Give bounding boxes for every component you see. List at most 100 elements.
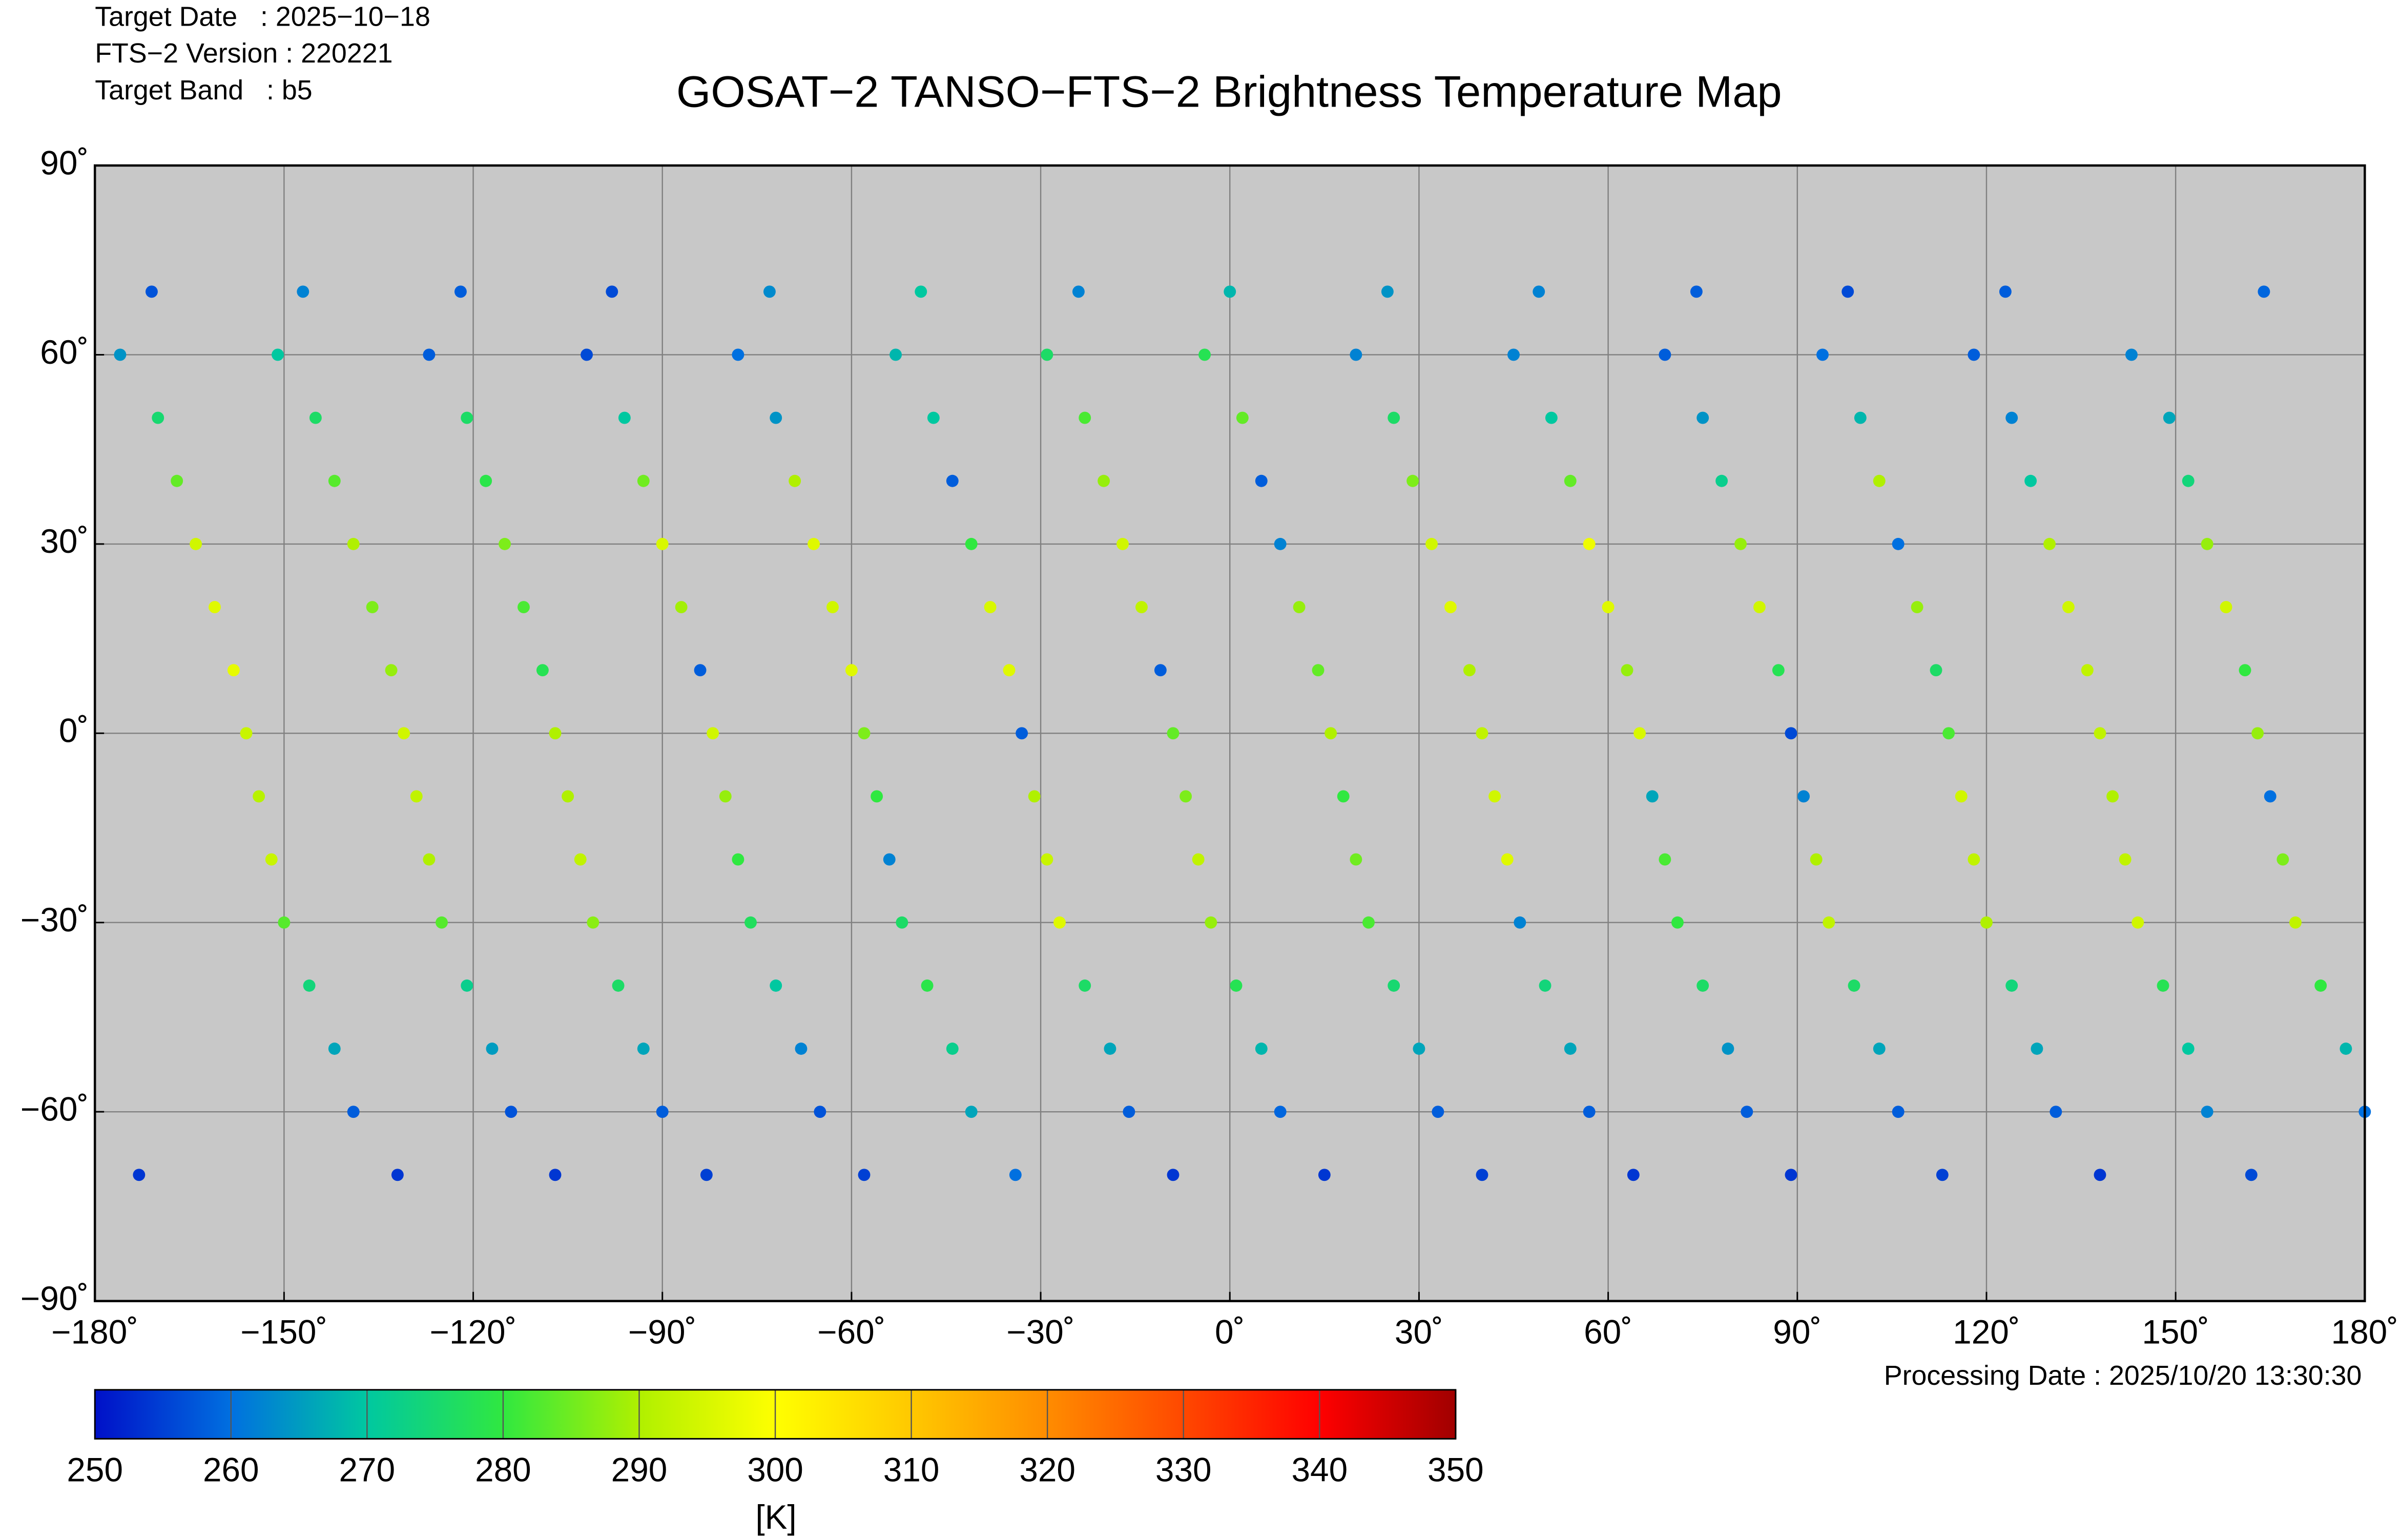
footprint: [2239, 664, 2251, 677]
footprint: [1003, 664, 1016, 677]
footprint: [536, 664, 549, 677]
x-tick-label: −180˚: [51, 1314, 138, 1351]
footprint: [398, 727, 410, 740]
footprint: [209, 601, 221, 613]
colorbar-tick-label: 280: [475, 1451, 531, 1489]
footprint: [871, 790, 883, 803]
footprint: [1224, 285, 1236, 298]
footprint: [2289, 916, 2302, 929]
footprint: [915, 285, 927, 298]
footprint: [1892, 537, 1905, 550]
colorbar-segment: [367, 1389, 504, 1439]
x-tick-label: 90˚: [1773, 1314, 1822, 1351]
footprint: [1116, 537, 1129, 550]
footprint: [1810, 853, 1823, 866]
colorbar-tick-label: 270: [339, 1451, 396, 1489]
footprint: [2005, 979, 2018, 992]
footprint: [1381, 285, 1394, 298]
footprint: [1936, 1169, 1949, 1181]
footprint: [1104, 1043, 1116, 1055]
footprint: [1621, 664, 1633, 677]
footprint: [1079, 411, 1091, 424]
footprint: [347, 537, 360, 550]
footprint: [1236, 411, 1249, 424]
footprint: [1968, 348, 1980, 361]
footprint: [240, 727, 253, 740]
footprint: [1659, 348, 1671, 361]
footprint: [946, 474, 959, 487]
footprint: [1911, 601, 1923, 613]
footprint: [1425, 537, 1438, 550]
footprint: [1816, 348, 1829, 361]
footprint: [2157, 979, 2169, 992]
footprint: [1980, 916, 1993, 929]
footprint: [1009, 1169, 1022, 1181]
footprint: [656, 1106, 669, 1118]
footprint: [2258, 285, 2270, 298]
x-tick-label: 0˚: [1215, 1314, 1245, 1351]
footprint: [744, 916, 757, 929]
footprint: [549, 1169, 562, 1181]
footprint: [146, 285, 158, 298]
colorbar-segment: [1183, 1389, 1320, 1439]
footprint: [133, 1169, 146, 1181]
footprint: [423, 348, 436, 361]
footprint: [2106, 790, 2119, 803]
footprint: [1135, 601, 1148, 613]
footprint: [1016, 727, 1028, 740]
footprint: [1406, 474, 1419, 487]
y-tick-label: 30˚: [40, 523, 89, 560]
footprint: [1741, 1106, 1753, 1118]
y-tick-label: 90˚: [40, 144, 89, 181]
footprint: [1123, 1106, 1135, 1118]
footprint: [1293, 601, 1306, 613]
footprint: [2277, 853, 2289, 866]
footprint: [347, 1106, 360, 1118]
footprint: [2220, 601, 2232, 613]
footprint: [1734, 537, 1747, 550]
footprint: [486, 1043, 499, 1055]
colorbar-tick-label: 250: [67, 1451, 123, 1489]
footprint: [549, 727, 562, 740]
footprint: [2031, 1043, 2043, 1055]
footprint: [1753, 601, 1766, 613]
colorbar-segment: [231, 1389, 368, 1439]
footprint: [1633, 727, 1646, 740]
footprint: [858, 727, 871, 740]
footprint: [1564, 474, 1577, 487]
footprint: [1350, 348, 1362, 361]
footprint: [454, 285, 467, 298]
x-tick-label: 150˚: [2142, 1314, 2209, 1351]
footprint: [309, 411, 322, 424]
footprint: [2340, 1043, 2352, 1055]
footprint: [2314, 979, 2327, 992]
footprint: [1533, 285, 1545, 298]
footprint: [1659, 853, 1671, 866]
colorbar-segment: [911, 1389, 1048, 1439]
footprint: [1564, 1043, 1577, 1055]
footprint: [2024, 474, 2037, 487]
footprint: [927, 411, 940, 424]
footprint: [1696, 979, 1709, 992]
header-line: Target Date : 2025−10−18: [95, 1, 430, 32]
footprint: [946, 1043, 959, 1055]
x-tick-label: −150˚: [240, 1314, 327, 1351]
footprint: [1715, 474, 1728, 487]
footprint: [845, 664, 858, 677]
footprint: [1072, 285, 1085, 298]
x-tick-label: −30˚: [1006, 1314, 1074, 1351]
footprint: [1501, 853, 1514, 866]
footprint: [1180, 790, 1192, 803]
footprint: [1098, 474, 1110, 487]
footprint: [1823, 916, 1835, 929]
footprint: [272, 348, 284, 361]
footprint: [1041, 853, 1053, 866]
footprint: [612, 979, 625, 992]
footprint: [1053, 916, 1066, 929]
footprint: [265, 853, 278, 866]
footprint: [1514, 916, 1526, 929]
footprint: [499, 537, 511, 550]
x-tick-label: −60˚: [817, 1314, 885, 1351]
